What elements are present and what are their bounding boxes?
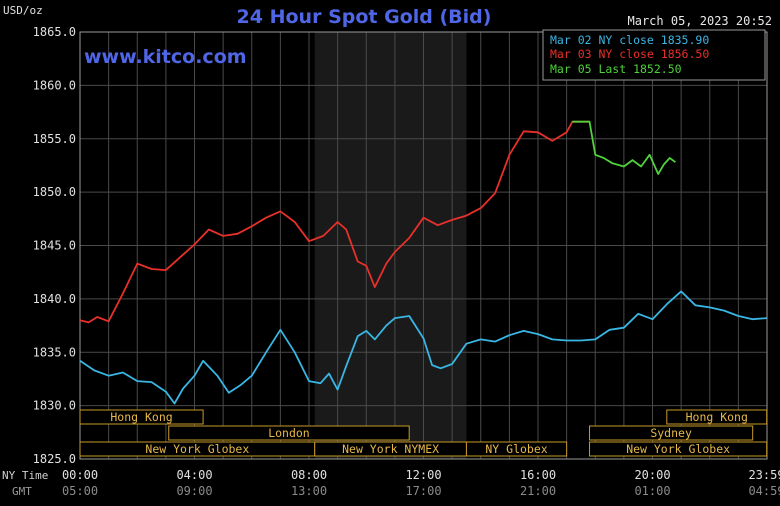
timestamp: March 05, 2023 20:52 [628, 14, 773, 28]
x-tick-label-ny: 12:00 [405, 468, 441, 482]
x-tick-label-ny: 00:00 [62, 468, 98, 482]
x-tick-label-gmt: 05:00 [62, 484, 98, 498]
plot-frame [79, 31, 768, 460]
session-label: New York Globex [626, 442, 730, 456]
series-line-1 [79, 120, 590, 324]
session-bar [168, 425, 410, 441]
session-bar [589, 425, 754, 441]
y-tick-label: 1845.0 [33, 239, 76, 253]
y-tick-label: 1835.0 [33, 345, 76, 359]
session-bar [589, 441, 768, 457]
session-bar [79, 409, 204, 425]
session-bar [666, 409, 768, 425]
x-tick-label-gmt: 21:00 [520, 484, 556, 498]
session-label: London [268, 426, 310, 440]
legend-entry-mar02: Mar 02 NY close 1835.90 [550, 33, 709, 47]
series-line-0 [79, 290, 767, 405]
y-tick-label: 1850.0 [33, 185, 76, 199]
x-axis: 00:00 05:00 04:00 09:00 08:00 13:00 12:00 17:00… [62, 468, 780, 498]
legend-entry-mar03: Mar 03 NY close 1856.50 [550, 47, 709, 61]
series-line-2 [572, 120, 676, 175]
chart-title: 24 Hour Spot Gold (Bid) [237, 6, 492, 28]
x-tick-label-gmt: 17:00 [405, 484, 441, 498]
session-label: NY Globex [485, 442, 547, 456]
gmt-label: GMT [12, 485, 32, 498]
session-label: Hong Kong [686, 410, 748, 424]
unit-label: USD/oz [3, 4, 43, 17]
x-tick-label-gmt: 13:00 [291, 484, 327, 498]
y-axis: 1865.0 1860.0 1855.0 1850.0 1845.0 1840.0 1835… [33, 25, 76, 466]
x-tick-label-ny: 23:59 [748, 468, 780, 482]
x-tick-label-ny: 04:00 [176, 468, 212, 482]
session-label: New York NYMEX [342, 442, 439, 456]
y-tick-label: 1840.0 [33, 292, 76, 306]
x-tick-label-ny: 20:00 [634, 468, 670, 482]
watermark-url: www.kitco.com [84, 46, 247, 68]
legend-entry-mar05: Mar 05 Last 1852.50 [550, 62, 682, 76]
x-tick-label-gmt: 01:00 [634, 484, 670, 498]
x-tick-label-ny: 08:00 [291, 468, 327, 482]
y-tick-label: 1830.0 [33, 399, 76, 413]
legend-box: Mar 02 NY close 1835.90 Mar 03 NY close … [542, 29, 766, 81]
session-label: Sydney [650, 426, 692, 440]
y-tick-label: 1860.0 [33, 78, 76, 92]
x-tick-label-gmt: 09:00 [176, 484, 212, 498]
x-tick-label-ny: 16:00 [520, 468, 556, 482]
y-tick-label: 1825.0 [33, 452, 76, 466]
ny-time-label: NY Time [2, 469, 48, 482]
session-label: Hong Kong [110, 410, 172, 424]
session-bar [465, 441, 568, 457]
y-tick-label: 1865.0 [33, 25, 76, 39]
x-tick-label-gmt: 04:59 [748, 484, 780, 498]
y-tick-label: 1855.0 [33, 132, 76, 146]
session-label: New York Globex [145, 442, 249, 456]
series-lines [79, 120, 767, 405]
market-sessions: Hong Kong Hong Kong London Sydney New York G… [79, 409, 768, 457]
